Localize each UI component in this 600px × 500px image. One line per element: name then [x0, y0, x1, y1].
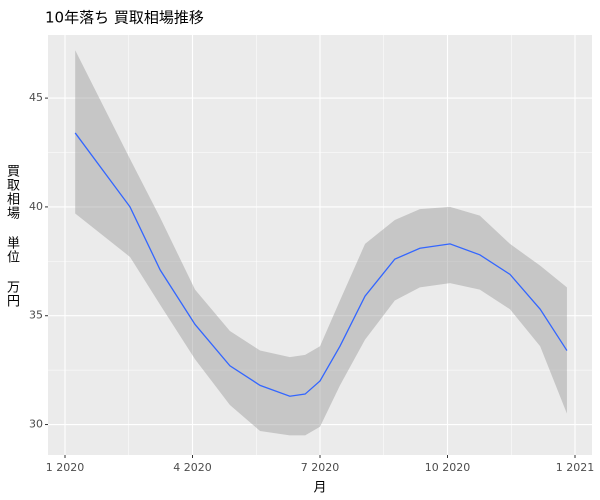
chart-title: 10年落ち 買取相場推移	[45, 9, 204, 27]
x-tick-label: 7 2020	[301, 461, 340, 474]
x-tick-label: 4 2020	[173, 461, 212, 474]
y-tick-label: 30	[29, 418, 43, 431]
x-tick-label: 10 2020	[425, 461, 471, 474]
x-tick-label: 1 2021	[556, 461, 595, 474]
line	[74, 132, 568, 397]
confidence-band	[75, 50, 567, 436]
y-tick-label: 45	[29, 91, 43, 104]
y-tick-label: 35	[29, 309, 43, 322]
x-tick-label: 1 2020	[46, 461, 85, 474]
y-axis-label: 買取相場 単位 万円	[4, 164, 19, 308]
x-axis-label: 月	[313, 481, 326, 496]
y-tick-label: 40	[29, 200, 43, 213]
